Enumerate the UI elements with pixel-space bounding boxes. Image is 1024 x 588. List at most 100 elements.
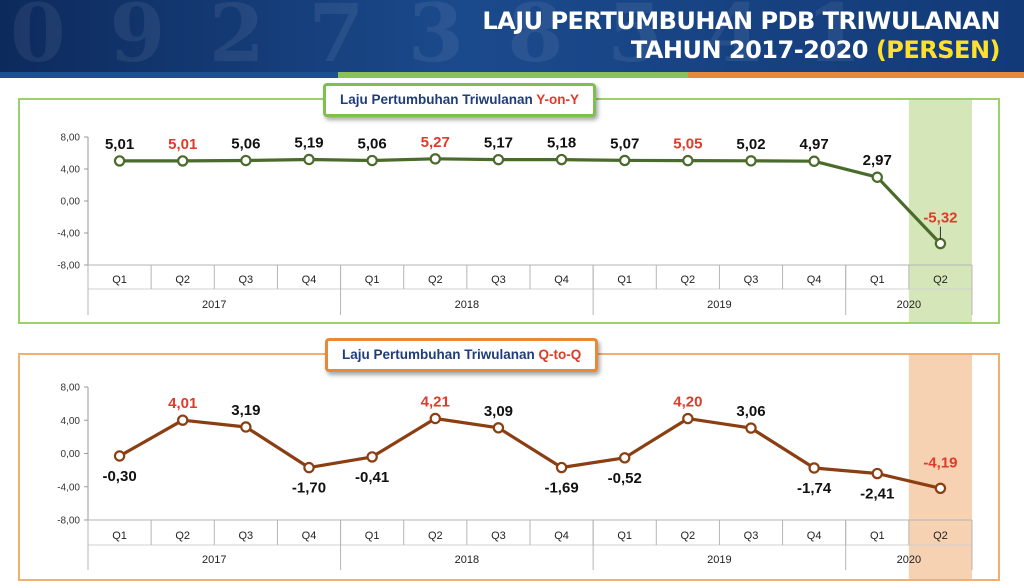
stripe-green <box>338 72 688 78</box>
qtq-data-point <box>682 412 694 425</box>
yoy-data-point <box>303 153 315 166</box>
yoy-data-point <box>366 154 378 167</box>
qtq-category-label: Q1 <box>365 530 380 542</box>
header-banner: 0 9 2 7 3 8 5 4 1 <box>0 0 1024 72</box>
yoy-category-label: Q1 <box>112 274 127 286</box>
yoy-category-label: Q2 <box>428 274 443 286</box>
qtq-data-label: 4,20 <box>673 394 702 411</box>
yoy-category-label: Q1 <box>365 274 380 286</box>
qtq-data-point <box>303 461 315 474</box>
qtq-data-point <box>871 467 883 480</box>
qtq-category-label: Q4 <box>302 530 317 542</box>
yoy-data-label: 5,02 <box>736 136 765 153</box>
qtq-data-point <box>366 451 378 463</box>
qtq-category-label: Q2 <box>933 530 948 542</box>
qtq-category-label: Q3 <box>239 530 254 542</box>
yoy-data-point <box>871 171 883 183</box>
yoy-data-label: 4,97 <box>800 136 829 153</box>
qtq-category-label: Q1 <box>870 530 885 542</box>
yoy-data-point <box>745 155 757 167</box>
yoy-year-label: 2019 <box>707 299 731 311</box>
yoy-chart-title: Laju Pertumbuhan Triwulanan Y-on-Y <box>323 83 597 117</box>
yoy-category-label: Q4 <box>807 274 822 286</box>
yoy-y-tick-label: -8,00 <box>57 261 80 272</box>
yoy-category-label: Q3 <box>491 274 506 286</box>
yoy-category-label: Q1 <box>617 274 632 286</box>
stripe-orange <box>688 72 1024 78</box>
qtq-category-label: Q4 <box>807 530 822 542</box>
yoy-category-label: Q3 <box>239 274 254 286</box>
yoy-year-label: 2017 <box>202 299 226 311</box>
qtq-data-point <box>934 482 947 495</box>
yoy-y-tick-label: 0,00 <box>61 197 81 208</box>
yoy-data-label: 5,01 <box>105 136 134 153</box>
yoy-data-point <box>619 154 631 167</box>
yoy-data-point <box>492 153 505 166</box>
title-unit: (PERSEN) <box>875 36 1001 64</box>
yoy-year-label: 2018 <box>455 299 479 311</box>
page-title: LAJU PERTUMBUHAN PDB TRIWULANAN <box>482 7 1000 35</box>
yoy-category-label: Q4 <box>302 274 317 286</box>
qtq-data-label: -1,69 <box>544 480 578 497</box>
qtq-data-label: -0,30 <box>102 468 136 485</box>
qtq-year-label: 2020 <box>897 554 921 566</box>
page-subtitle: TAHUN 2017-2020 (PERSEN) <box>630 36 1001 64</box>
qtq-year-label: 2019 <box>707 554 731 566</box>
yoy-year-label: 2020 <box>897 299 921 311</box>
qtq-data-label: -0,41 <box>355 469 389 486</box>
qtq-y-tick-label: 0,00 <box>61 449 81 460</box>
yoy-data-label: 5,27 <box>421 134 450 151</box>
yoy-data-label: 5,19 <box>294 134 323 151</box>
qtq-series-line <box>118 416 941 490</box>
qtq-data-point <box>745 422 757 434</box>
qtq-data-point <box>492 422 505 434</box>
yoy-data-point <box>177 155 189 167</box>
yoy-data-label: 5,06 <box>358 136 387 153</box>
yoy-category-label: Q3 <box>744 274 759 286</box>
qtq-chart-title: Laju Pertumbuhan Triwulanan Q-to-Q <box>325 338 599 372</box>
yoy-data-label: 2,97 <box>863 152 892 169</box>
qtq-data-label: -4,19 <box>923 454 957 471</box>
qtq-year-label: 2017 <box>202 554 226 566</box>
qtq-data-point <box>177 414 189 426</box>
header-decoration: 0 9 2 7 3 8 5 4 1 <box>10 0 870 72</box>
yoy-data-label: 5,05 <box>673 136 702 153</box>
qtq-data-point <box>113 450 126 462</box>
qtq-year-label: 2018 <box>455 554 479 566</box>
qtq-data-label: 3,09 <box>484 403 513 420</box>
yoy-data-label: 5,06 <box>231 136 260 153</box>
qtq-category-label: Q2 <box>175 530 190 542</box>
yoy-data-point <box>555 153 568 166</box>
qtq-data-point <box>240 421 252 433</box>
yoy-chart-panel <box>18 98 1000 324</box>
qtq-data-label: 3,06 <box>736 403 765 420</box>
qtq-data-label: -2,41 <box>860 486 894 503</box>
yoy-y-tick-label: 8,00 <box>61 133 81 144</box>
yoy-category-label: Q4 <box>554 274 569 286</box>
yoy-data-point <box>113 155 126 167</box>
qtq-data-label: -1,74 <box>797 480 832 497</box>
qtq-data-label: -0,52 <box>608 470 642 487</box>
yoy-data-label: 5,17 <box>484 135 513 152</box>
yoy-data-label: -5,32 <box>923 210 957 227</box>
yoy-data-label: 5,07 <box>610 135 639 152</box>
qtq-data-point <box>808 462 820 474</box>
qtq-data-label: 4,21 <box>421 394 450 411</box>
yoy-data-point <box>682 154 694 167</box>
qtq-category-label: Q3 <box>491 530 506 542</box>
yoy-category-label: Q2 <box>933 274 948 286</box>
yoy-category-label: Q1 <box>870 274 885 286</box>
qtq-data-point <box>429 412 441 425</box>
qtq-category-label: Q1 <box>112 530 127 542</box>
yoy-data-label: 5,18 <box>547 135 576 152</box>
yoy-category-label: Q2 <box>681 274 696 286</box>
qtq-data-point <box>555 461 568 474</box>
qtq-chart-panel <box>18 353 1000 581</box>
qtq-category-label: Q2 <box>428 530 443 542</box>
qtq-data-point <box>619 452 631 464</box>
qtq-y-tick-label: 4,00 <box>61 416 81 427</box>
yoy-data-point <box>808 155 820 167</box>
yoy-series-line <box>119 157 942 245</box>
